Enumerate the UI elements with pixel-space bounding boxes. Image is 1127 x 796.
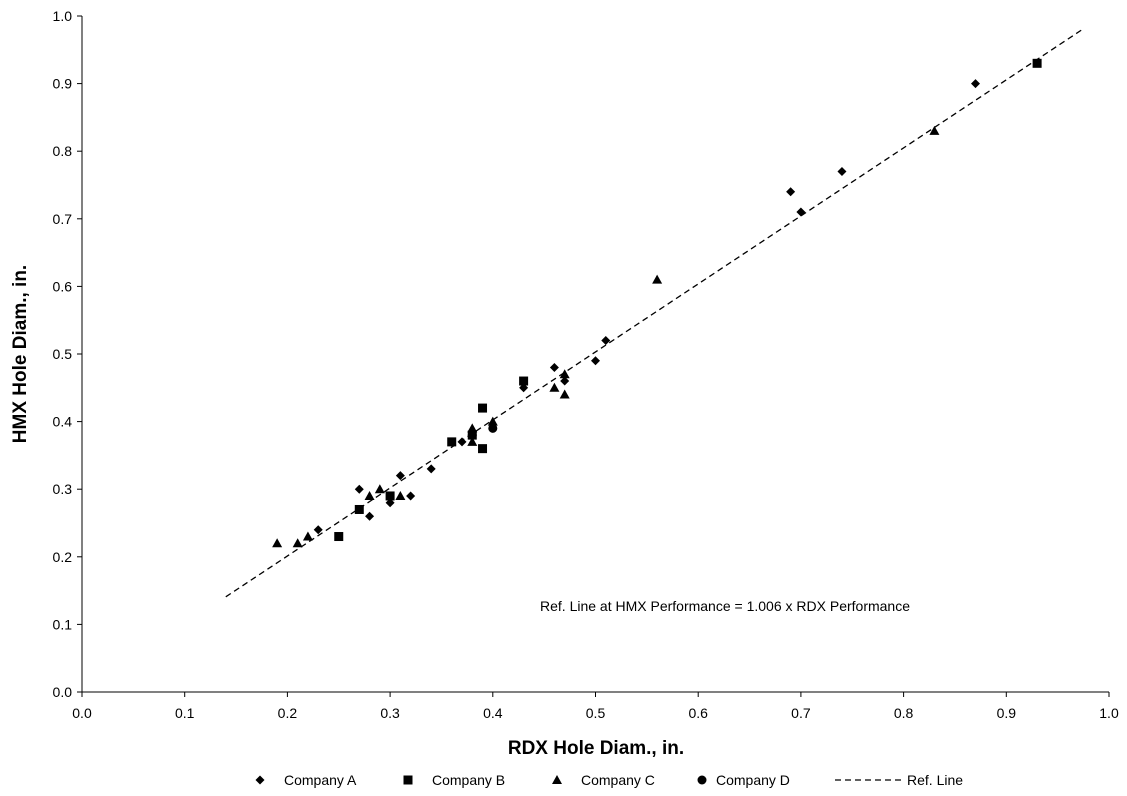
company-a-point — [786, 187, 796, 197]
x-tick-label: 0.2 — [278, 705, 298, 721]
company-a-point — [560, 376, 570, 386]
legend-company-a-label: Company A — [284, 772, 357, 788]
y-tick-label: 0.9 — [53, 76, 73, 92]
data-points — [272, 58, 1042, 548]
company-a-point — [796, 207, 806, 217]
x-tick-label: 0.1 — [175, 705, 195, 721]
company-a-point — [426, 464, 436, 474]
company-b-point — [519, 376, 529, 386]
company-b-point — [478, 444, 488, 454]
x-tick-label: 0.7 — [791, 705, 811, 721]
ref-line-annotation: Ref. Line at HMX Performance = 1.006 x R… — [540, 598, 910, 614]
company-a-point — [406, 491, 416, 501]
company-d-point — [467, 430, 477, 440]
company-c-point — [467, 423, 478, 433]
x-tick-label: 0.4 — [483, 705, 503, 721]
company-c-point — [395, 490, 406, 500]
company-b-point — [354, 504, 364, 514]
y-tick-label: 0.7 — [53, 211, 73, 227]
company-c-point — [487, 416, 498, 426]
company-d-point — [488, 423, 498, 433]
legend-company-a-swatch — [255, 775, 265, 785]
company-a-point — [549, 363, 559, 373]
x-tick-label: 1.0 — [1099, 705, 1119, 721]
axes: 0.0 0.1 0.2 0.3 0.4 0.5 0.6 0.7 0.8 0.9 1.0 0.0 0.1 0… — [53, 8, 1119, 721]
company-c-point — [929, 125, 940, 135]
company-a-point — [601, 335, 611, 345]
legend-ref-line-label: Ref. Line — [907, 772, 963, 788]
company-b-point — [447, 437, 457, 447]
legend: Company A Company B Company C Company D Ref.… — [255, 772, 963, 788]
y-axis-title: HMX Hole Diam., in. — [10, 265, 31, 443]
company-b-point — [385, 491, 395, 501]
company-c-point — [374, 484, 385, 494]
company-c-point — [292, 538, 303, 548]
y-tick-label: 0.5 — [53, 346, 73, 362]
company-c-point — [549, 382, 560, 392]
y-tick-label: 0.8 — [53, 143, 73, 159]
ref-line — [225, 28, 1084, 598]
legend-company-b-label: Company B — [432, 772, 505, 788]
legend-company-c-label: Company C — [581, 772, 655, 788]
y-tick-label: 0.3 — [53, 481, 73, 497]
y-tick-label: 0.1 — [53, 616, 73, 632]
legend-company-d-label: Company D — [716, 772, 790, 788]
company-c-point — [364, 490, 375, 500]
company-a-point — [313, 525, 323, 535]
company-c-point — [559, 389, 570, 399]
company-a-point — [365, 511, 375, 521]
x-tick-label: 0.3 — [380, 705, 400, 721]
x-tick-label: 0.0 — [72, 705, 92, 721]
company-b-point — [334, 532, 344, 542]
company-a-point — [395, 471, 405, 481]
y-tick-label: 0.0 — [53, 684, 73, 700]
company-c-point — [467, 436, 478, 446]
x-axis-title: RDX Hole Diam., in. — [508, 738, 684, 759]
x-tick-label: 0.9 — [997, 705, 1017, 721]
company-a-point — [519, 383, 529, 393]
legend-company-b-swatch — [403, 775, 413, 785]
y-tick-label: 0.4 — [53, 414, 73, 430]
legend-company-d-swatch — [697, 775, 707, 785]
company-a-point — [457, 437, 467, 447]
y-tick-label: 0.2 — [53, 549, 73, 565]
x-tick-label: 0.5 — [586, 705, 606, 721]
company-a-point — [354, 484, 364, 494]
x-tick-label: 0.8 — [894, 705, 914, 721]
company-c-point — [272, 538, 283, 548]
company-c-point — [559, 369, 570, 379]
company-c-point — [302, 531, 313, 541]
company-a-point — [970, 79, 980, 89]
company-a-point — [591, 356, 600, 366]
company-b-point — [1032, 58, 1042, 68]
company-a-point — [837, 166, 847, 176]
company-a-point — [385, 498, 395, 508]
company-c-point — [652, 274, 663, 284]
y-tick-label: 1.0 — [53, 8, 73, 24]
company-b-point — [478, 403, 488, 413]
x-tick-label: 0.6 — [688, 705, 708, 721]
ref-line-group — [225, 28, 1084, 598]
y-tick-label: 0.6 — [53, 278, 73, 294]
legend-company-c-swatch — [552, 775, 562, 784]
